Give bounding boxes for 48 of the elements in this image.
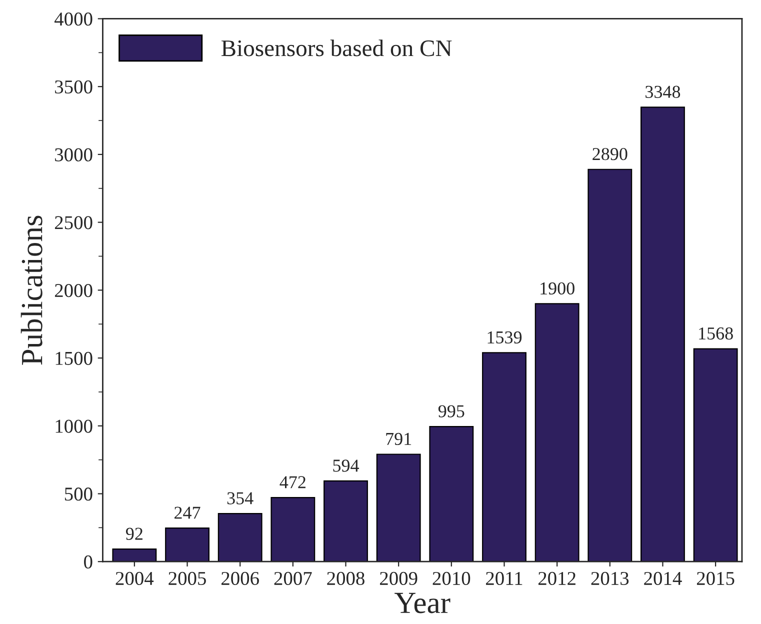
bar: [588, 168, 632, 562]
legend-label: Biosensors based on CN: [221, 40, 452, 56]
y-tick-label: 2500: [54, 216, 92, 230]
data-label: 791: [386, 432, 412, 446]
y-tick-label: 1500: [56, 352, 92, 365]
y-tick-label: 2000: [54, 284, 92, 298]
bar: [534, 303, 580, 562]
x-tick-label: 2005: [168, 572, 206, 586]
data-label: 247: [174, 506, 200, 519]
y-tick-label: 3000: [55, 148, 92, 162]
y-tick-label: 4000: [54, 12, 92, 26]
bar: [376, 454, 421, 562]
data-label: 92: [126, 528, 142, 540]
data-label: 354: [227, 492, 254, 504]
bar: [693, 348, 738, 562]
data-label: 1568: [699, 327, 733, 340]
x-tick-label: 2008: [327, 572, 364, 586]
x-axis-title: Year: [394, 592, 450, 614]
x-tick-label: 2014: [644, 572, 682, 586]
bar: [218, 513, 262, 562]
bar: [482, 352, 526, 562]
y-tick-label: 0: [84, 555, 92, 569]
x-tick-label: 2007: [274, 572, 312, 586]
x-tick-label: 2004: [116, 572, 154, 586]
y-tick-label: 3500: [55, 80, 92, 94]
bar: [165, 528, 210, 562]
bar: [112, 548, 157, 562]
x-tick-label: 2011: [486, 572, 522, 586]
data-label: 1900: [540, 282, 574, 295]
bar: [640, 106, 685, 562]
x-tick-label: 2015: [696, 572, 734, 586]
bar: [270, 496, 316, 562]
y-tick-label: 500: [64, 488, 92, 501]
bar: [324, 480, 368, 562]
data-label: 594: [333, 460, 360, 472]
data-label: 3348: [646, 86, 680, 98]
data-label: 2890: [592, 148, 628, 160]
x-tick-label: 2006: [222, 572, 259, 586]
data-label: 1539: [488, 331, 522, 344]
x-tick-label: 2012: [538, 572, 576, 586]
x-tick-label: 2013: [591, 572, 629, 586]
bar: [429, 426, 474, 562]
x-tick-label: 2010: [432, 572, 470, 586]
data-label: 472: [280, 476, 306, 488]
y-axis-title: Publications: [20, 216, 42, 365]
x-tick-label: 2009: [380, 572, 418, 586]
y-tick-label: 1000: [56, 420, 92, 433]
data-label: 995: [438, 405, 464, 418]
